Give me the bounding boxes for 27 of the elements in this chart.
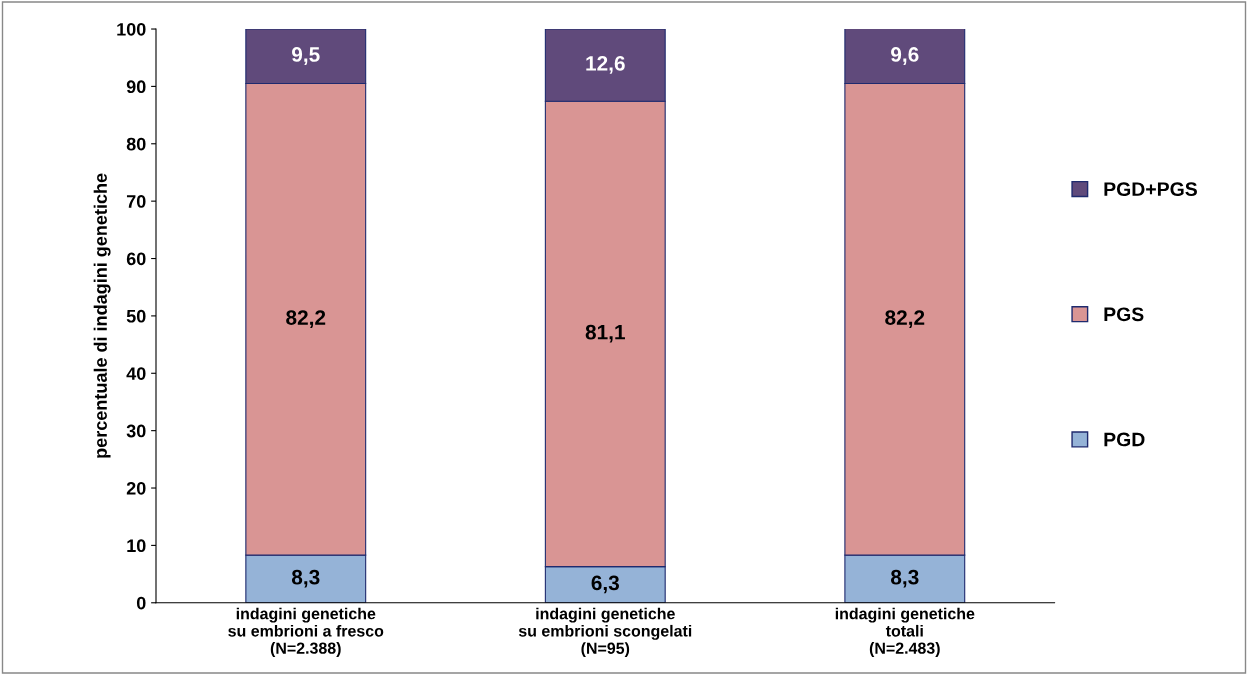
data-label: 8,3 bbox=[890, 569, 919, 588]
data-label: 6,3 bbox=[591, 575, 620, 594]
y-tick-label: 20 bbox=[126, 481, 146, 495]
legend-label: PGS bbox=[1104, 307, 1144, 322]
data-label: 9,5 bbox=[292, 47, 320, 65]
data-label: 82,2 bbox=[885, 310, 925, 328]
data-label: 8,3 bbox=[291, 569, 320, 588]
legend-label: PGD+PGS bbox=[1104, 182, 1197, 196]
y-tick-label: 0 bbox=[136, 596, 146, 610]
y-tick-label: 70 bbox=[126, 195, 146, 208]
data-label: 81,1 bbox=[585, 324, 625, 343]
y-tick-label: 80 bbox=[126, 137, 146, 151]
y-tick-label: 50 bbox=[126, 309, 146, 323]
y-tick-label: 60 bbox=[126, 252, 146, 266]
x-tick-label: indagini genetiche totali (N=2.483) bbox=[835, 607, 975, 657]
y-tick-label: 40 bbox=[126, 367, 146, 380]
x-tick-label: indagini genetiche su embrioni a fresco (N=2.388) bbox=[228, 607, 384, 657]
y-tick-label: 90 bbox=[126, 80, 146, 94]
y-tick-label: 10 bbox=[127, 539, 146, 553]
x-tick-label: indagini genetiche su embrioni scongelati (N=95) bbox=[518, 607, 692, 658]
legend-label: PGD bbox=[1104, 432, 1145, 447]
y-tick-label: 100 bbox=[117, 22, 146, 36]
data-label: 82,2 bbox=[286, 310, 326, 328]
data-label: 12,6 bbox=[586, 56, 625, 74]
y-axis-title: percentuale di indagini genetiche bbox=[93, 173, 111, 458]
data-label: 9,6 bbox=[891, 47, 919, 65]
y-tick-label: 30 bbox=[126, 424, 146, 438]
